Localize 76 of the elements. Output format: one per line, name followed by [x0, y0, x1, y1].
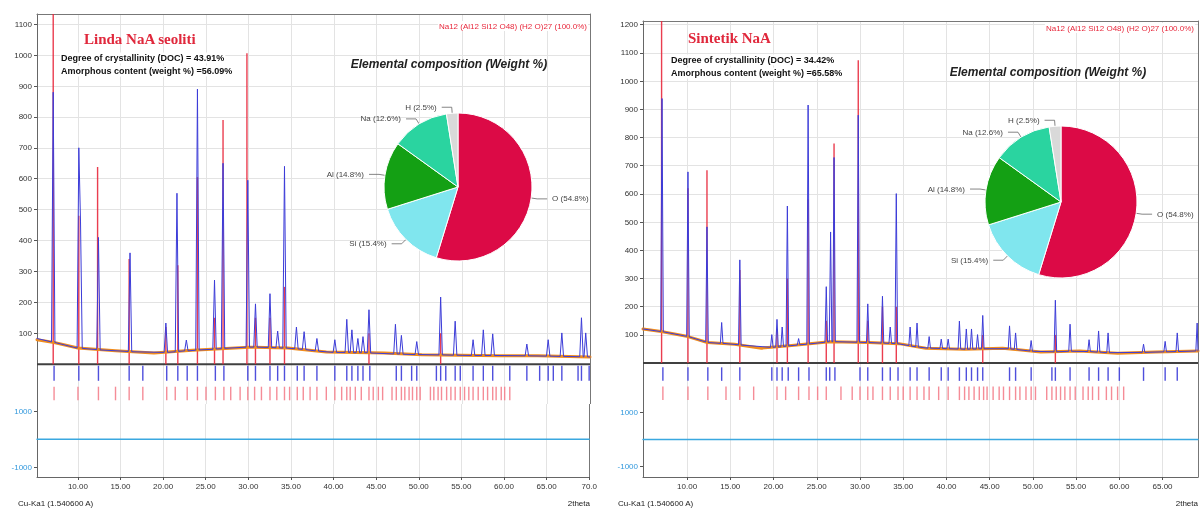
chart-title: Elemental composition (Weight %): [949, 65, 1147, 79]
x-tick-label: 30.00: [849, 481, 871, 491]
y-tick-label: 500: [624, 217, 639, 227]
annotation: Degree of crystallinity (DOC) = 43.91%: [61, 53, 225, 63]
y-tick-label: 700: [18, 143, 33, 153]
slice-label: Na (12.6%): [360, 114, 402, 124]
y-tick-label: 600: [624, 189, 639, 199]
x-tick-label: 55.00: [1066, 481, 1087, 491]
y-tick-label: 300: [18, 266, 33, 276]
slice-label: Na (12.6%): [962, 127, 1004, 137]
x-tick-label: 20.00: [153, 481, 174, 491]
x-tick-label: 50.00: [1022, 481, 1044, 491]
y-tick-label: 800: [18, 112, 33, 122]
text: Sintetik NaA: [688, 29, 772, 46]
y-tick-label: 500: [18, 205, 33, 215]
y-tick-label: 300: [624, 274, 639, 283]
y-tick-label: -1000: [617, 461, 639, 471]
text: Linda NaA seoliti: [84, 30, 196, 47]
y-tick-label: 1100: [14, 19, 33, 29]
y-tick-label: 1000: [14, 50, 33, 60]
slice-label: O (54.8%): [1157, 209, 1194, 219]
x-tick-label: 30.00: [238, 481, 259, 491]
annotation: Amorphous content (weight %) =65.58%: [671, 68, 843, 78]
slice-label: Si (15.4%): [349, 239, 387, 249]
y-tick-label: 400: [18, 236, 33, 246]
annotation: Degree of crystallinity (DOC) = 34.42%: [671, 55, 835, 65]
y-tick-label: 1000: [620, 408, 639, 418]
x-tick-label: 10.00: [677, 481, 698, 491]
text: Cu-Ka1 (1.540600 A): [618, 498, 694, 508]
x-tick-label: 20.00: [763, 481, 785, 491]
y-tick-label: 100: [624, 330, 639, 340]
x-tick-label: 65.00: [536, 481, 558, 491]
y-tick-label: 600: [18, 174, 33, 184]
slice-label: O (54.8%): [552, 194, 589, 204]
annotation: Na12 (Al12 Si12 O48) (H2 O)27 (100.0%): [438, 21, 588, 31]
x-tick-label: 70.0: [581, 481, 598, 491]
x-tick-label: 55.00: [451, 481, 472, 491]
y-tick-label: 1100: [620, 48, 639, 58]
x-tick-label: 65.00: [1152, 481, 1174, 491]
y-tick-label: 100: [18, 328, 33, 338]
x-tick-label: 40.00: [323, 481, 345, 491]
x-tick-label: 60.00: [1109, 481, 1130, 491]
x-tick-label: 60.00: [493, 481, 515, 491]
x-tick-label: 50.00: [408, 481, 430, 491]
x-tick-label: 35.00: [893, 481, 914, 491]
slice-label: Al (14.8%): [927, 184, 966, 194]
slice-label: H (2.5%): [405, 102, 438, 112]
chart-title: Elemental composition (Weight %): [350, 57, 548, 71]
x-tick-label: 15.00: [720, 481, 741, 491]
y-tick-label: 1000: [620, 76, 639, 86]
slice-label: Al (14.8%): [326, 169, 365, 179]
y-tick-label: 800: [624, 132, 639, 142]
y-tick-label: 400: [624, 245, 639, 255]
x-tick-label: 25.00: [195, 481, 217, 491]
slice-label: Si (15.4%): [950, 255, 989, 265]
y-tick-label: -1000: [11, 462, 33, 472]
x-axis-title: 2theta: [567, 498, 591, 508]
x-tick-label: 25.00: [806, 481, 828, 491]
y-tick-label: 900: [18, 81, 33, 91]
x-tick-label: 15.00: [110, 481, 132, 491]
y-tick-label: 200: [624, 302, 639, 312]
text: Cu-Ka1 (1.540600 A): [18, 498, 94, 508]
x-tick-label: 40.00: [936, 481, 957, 491]
y-tick-label: 200: [18, 297, 33, 307]
x-axis-title: 2theta: [1175, 498, 1199, 508]
x-tick-label: 45.00: [366, 481, 387, 491]
x-tick-label: 45.00: [979, 481, 1001, 491]
y-tick-label: 900: [624, 104, 639, 114]
x-tick-label: 10.00: [67, 481, 89, 491]
y-tick-label: 1000: [14, 406, 33, 416]
annotation: Na12 (Al12 Si12 O48) (H2 O)27 (100.0%): [1045, 23, 1195, 33]
y-tick-label: 1200: [620, 20, 639, 30]
annotation: Amorphous content (weight %) =56.09%: [61, 66, 233, 76]
y-tick-label: 700: [624, 161, 639, 171]
slice-label: H (2.5%): [1008, 115, 1040, 125]
x-tick-label: 35.00: [280, 481, 302, 491]
